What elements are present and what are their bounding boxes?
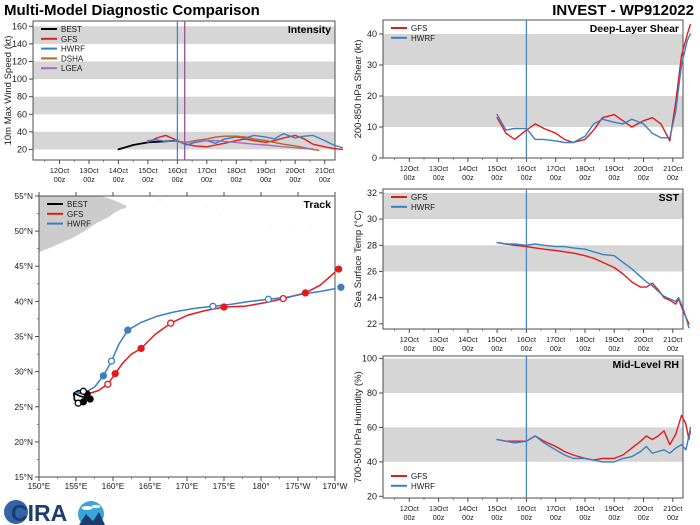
svg-text:120: 120: [12, 57, 27, 67]
svg-text:40: 40: [17, 127, 27, 137]
svg-text:20: 20: [17, 144, 27, 154]
svg-text:18Oct: 18Oct: [227, 166, 246, 175]
svg-text:19Oct: 19Oct: [256, 166, 275, 175]
svg-text:100: 100: [12, 74, 27, 84]
svg-text:12Oct: 12Oct: [50, 166, 69, 175]
svg-text:00z: 00z: [319, 175, 331, 184]
svg-text:60: 60: [17, 109, 27, 119]
svg-text:15Oct: 15Oct: [138, 166, 157, 175]
svg-text:BEST: BEST: [61, 25, 82, 34]
svg-text:00z: 00z: [142, 175, 154, 184]
svg-text:00z: 00z: [54, 175, 66, 184]
svg-text:20Oct: 20Oct: [286, 166, 305, 175]
svg-text:Intensity: Intensity: [288, 24, 331, 36]
svg-text:00z: 00z: [83, 175, 95, 184]
svg-text:00z: 00z: [201, 175, 213, 184]
svg-text:13Oct: 13Oct: [79, 166, 98, 175]
svg-text:DSHA: DSHA: [61, 54, 84, 63]
svg-text:21Oct: 21Oct: [315, 166, 334, 175]
svg-text:160: 160: [12, 21, 27, 31]
svg-text:80: 80: [17, 92, 27, 102]
svg-text:16Oct: 16Oct: [168, 166, 187, 175]
svg-text:LGEA: LGEA: [61, 64, 83, 73]
svg-text:10m Max Wind Speed (kt): 10m Max Wind Speed (kt): [3, 36, 14, 146]
svg-text:00z: 00z: [172, 175, 184, 184]
svg-text:00z: 00z: [231, 175, 243, 184]
svg-text:00z: 00z: [113, 175, 125, 184]
svg-text:GFS: GFS: [61, 35, 77, 44]
svg-text:14Oct: 14Oct: [109, 166, 128, 175]
svg-text:17Oct: 17Oct: [197, 166, 216, 175]
svg-text:00z: 00z: [289, 175, 301, 184]
svg-text:140: 140: [12, 39, 27, 49]
svg-text:00z: 00z: [260, 175, 272, 184]
svg-text:HWRF: HWRF: [61, 45, 85, 54]
